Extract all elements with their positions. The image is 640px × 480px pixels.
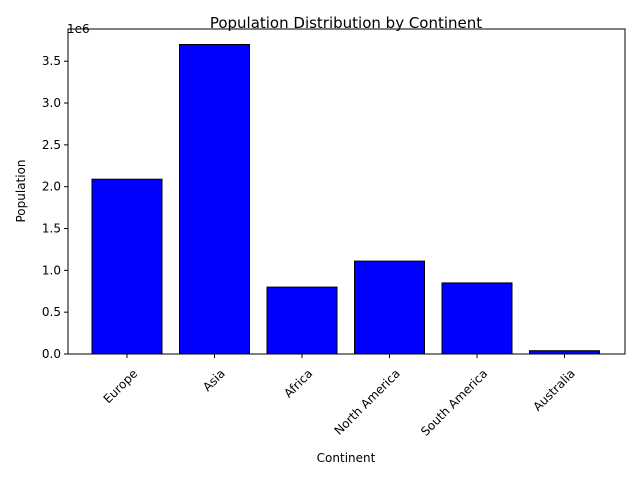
y-tick-label: 1.5 — [42, 222, 61, 236]
bar-europe — [91, 178, 163, 355]
bars-group — [91, 44, 600, 355]
bar-africa — [266, 286, 338, 355]
bar-asia — [179, 44, 250, 355]
y-tick-label: 2.5 — [42, 138, 61, 152]
x-tick-label: Australia — [530, 366, 577, 413]
bar-south-america — [441, 282, 513, 355]
y-tick-label: 1.0 — [42, 263, 61, 277]
x-tick-label: Asia — [200, 366, 228, 394]
y-tick-label: 3.0 — [42, 96, 61, 110]
y-axis-ticks: 0.0 0.5 1.0 1.5 2.0 2.5 3.0 3.5 — [42, 54, 68, 361]
x-axis-label: Continent — [317, 451, 376, 465]
x-tick-label: Europe — [101, 366, 141, 406]
x-tick-label: Africa — [281, 366, 315, 400]
y-tick-label: 0.5 — [42, 305, 61, 319]
y-axis-label: Population — [14, 159, 28, 222]
x-tick-label: North America — [332, 366, 403, 437]
x-tick-label: South America — [418, 366, 490, 438]
y-tick-label: 3.5 — [42, 54, 61, 68]
x-axis-ticks: Europe Asia Africa North America South Ameri… — [101, 354, 578, 439]
bar-north-america — [354, 260, 425, 355]
chart-title: Population Distribution by Continent — [210, 14, 482, 32]
plot-frame — [67, 28, 626, 355]
y-tick-label: 0.0 — [42, 347, 61, 361]
y-tick-label: 2.0 — [42, 180, 61, 194]
